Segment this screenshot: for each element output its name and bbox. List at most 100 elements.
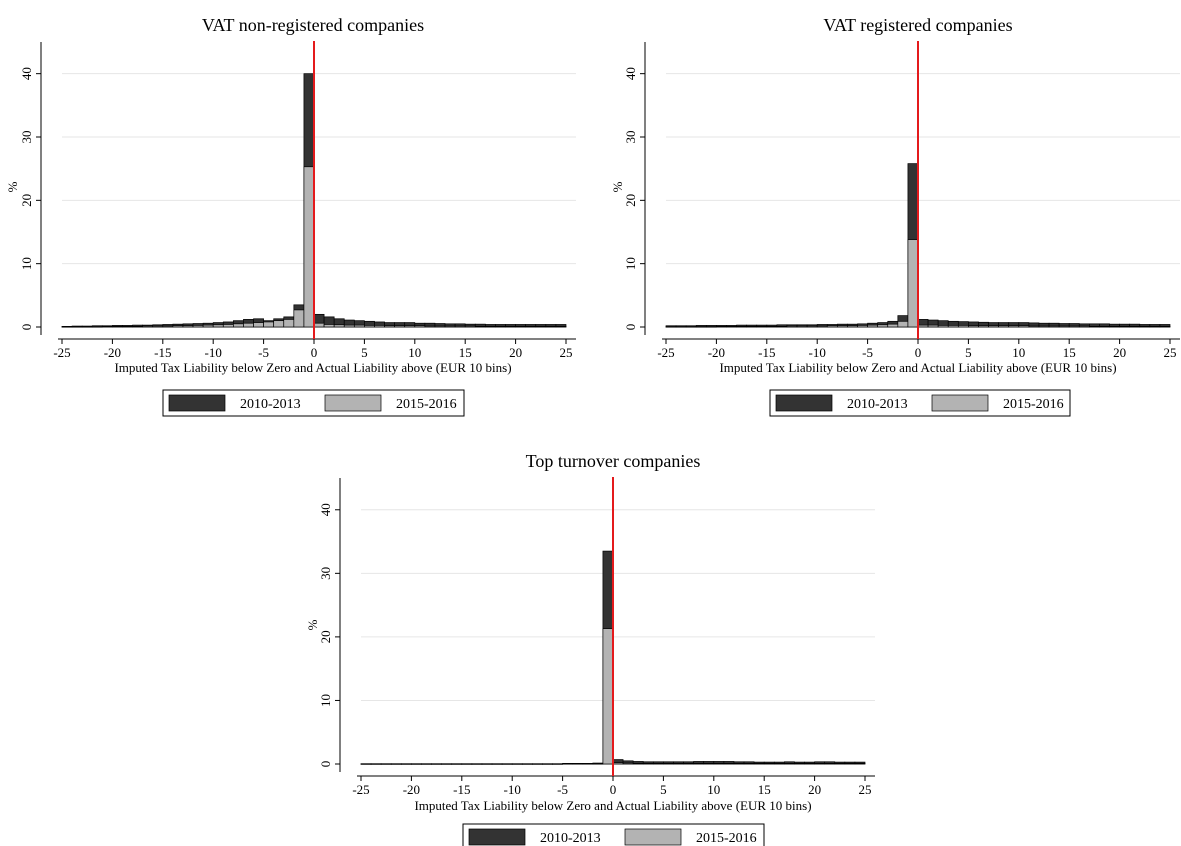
bar-series-2 [122,326,133,328]
bar-series-2 [61,326,73,328]
x-tick-label: 5 [660,782,667,797]
bar-series-2 [826,325,838,328]
bar-series-2 [353,324,365,328]
x-tick-label: 25 [560,345,573,360]
legend: 2010-2013 2015-2016 [162,389,465,417]
y-tick-label: 10 [19,257,34,270]
bar-series-2 [212,324,224,328]
bar-series-2 [441,763,453,765]
x-tick-label: -25 [657,345,674,360]
bar-series-2 [693,763,705,765]
bar-series-2 [434,325,446,328]
x-tick-label: 15 [1063,345,1076,360]
bar-series-2 [1078,325,1090,328]
bar-series-2 [101,326,113,328]
bar-series-2 [907,239,919,328]
x-tick-label: -25 [352,782,369,797]
bar-series-2 [253,322,264,328]
bar-series-2 [673,763,684,765]
bar-series-2 [794,763,805,765]
x-tick-label: -25 [53,345,70,360]
x-tick-label: 20 [1113,345,1126,360]
x-tick-label: -5 [557,782,568,797]
x-axis-label: Imputed Tax Liability below Zero and Act… [114,360,511,375]
chart-title: VAT registered companies [823,15,1012,35]
bar-series-2 [474,326,486,328]
bar-series-2 [562,763,574,765]
legend-swatch [324,394,382,412]
x-tick-label: -10 [205,345,222,360]
bar-series-2 [713,763,725,765]
y-tick-label: 30 [19,131,34,144]
bar-series-2 [1008,325,1020,328]
bar-series-2 [743,763,755,765]
y-tick-label: 30 [318,567,333,580]
x-tick-label: -5 [258,345,269,360]
bar-series-2 [535,326,547,328]
bar-series-2 [652,763,664,765]
legend-label: 2015-2016 [396,397,457,412]
bar-series-2 [1159,326,1171,328]
x-tick-label: -15 [758,345,775,360]
x-tick-label: 0 [610,782,617,797]
bar-series-2 [91,326,103,328]
legend-label: 2015-2016 [1003,397,1064,412]
x-axis-label: Imputed Tax Liability below Zero and Act… [719,360,1116,375]
y-axis-label: % [5,181,20,192]
x-tick-label: -20 [708,345,725,360]
bar-series-2 [766,326,778,328]
legend-swatch [931,394,989,412]
bar-series-2 [1119,326,1131,328]
bar-series-2 [703,763,715,765]
y-tick-label: 0 [318,761,333,768]
bar-series-2 [887,323,899,328]
legend-label: 2010-2013 [847,397,908,412]
bar-series-2 [773,763,785,765]
bar-series-2 [917,324,929,328]
y-tick-label: 30 [623,131,638,144]
bar-series-2 [451,763,463,765]
chart-title: VAT non-registered companies [202,15,424,35]
bar-series-2 [192,325,204,328]
bar-series-2 [71,326,83,328]
x-tick-label: 15 [758,782,771,797]
x-tick-label: -15 [154,345,171,360]
bar-series-2 [844,763,856,765]
bar-series-2 [683,763,694,765]
bar-series-2 [424,325,436,328]
bar-series-2 [1129,326,1141,328]
bar-series-2 [293,309,305,328]
bar-series-2 [726,326,737,328]
bar-series-2 [495,326,506,328]
x-tick-label: -5 [862,345,873,360]
bar-series-2 [222,324,234,328]
panel-2: 0 10 20 30 40% -25 -20 -15 -10 -5 0 5 10 15 20 25 Impute… [610,15,1180,417]
y-tick-label: 40 [318,503,333,516]
bar-series-2 [716,326,727,328]
x-tick-label: 0 [311,345,318,360]
bar-series-2 [501,763,513,765]
y-tick-label: 40 [623,67,638,80]
bar-series-2 [152,325,164,328]
bar-series-2 [491,763,503,765]
bar-series-2 [814,763,826,765]
bar-series-2 [806,325,818,328]
bar-series-2 [370,763,382,765]
y-tick-label: 0 [623,324,638,331]
x-tick-label: 20 [509,345,522,360]
bar-series-2 [132,326,143,328]
bar-series-2 [998,325,1010,328]
x-tick-label: 5 [361,345,368,360]
bar-series-2 [937,325,949,328]
bar-series-2 [542,763,553,765]
y-tick-label: 40 [19,67,34,80]
x-tick-label: -10 [504,782,521,797]
y-tick-label: 20 [19,194,34,207]
bar-series-2 [705,326,717,328]
bar-series-2 [854,763,866,765]
bar-series-2 [1139,326,1151,328]
bar-series-2 [572,763,584,765]
x-axis-label: Imputed Tax Liability below Zero and Act… [414,798,811,813]
bar-series-2 [665,326,677,328]
bar-series-2 [414,325,426,328]
